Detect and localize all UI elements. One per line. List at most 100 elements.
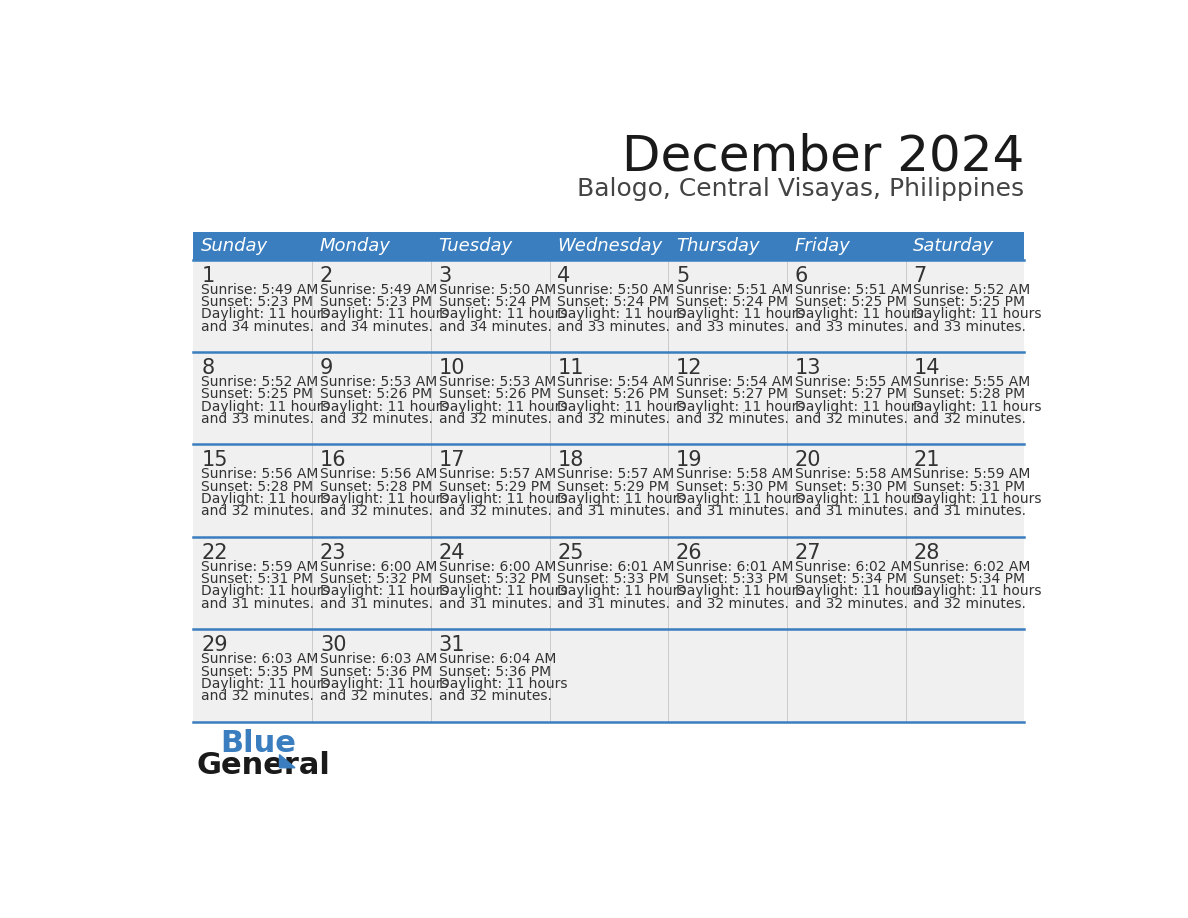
Text: 22: 22 [201, 543, 228, 563]
Text: Saturday: Saturday [914, 237, 994, 254]
Text: and 32 minutes.: and 32 minutes. [320, 504, 432, 519]
Text: Blue: Blue [220, 730, 296, 758]
Text: Sunrise: 5:51 AM: Sunrise: 5:51 AM [795, 283, 912, 297]
Text: Sunrise: 6:00 AM: Sunrise: 6:00 AM [438, 560, 556, 574]
Text: Monday: Monday [320, 237, 391, 254]
Text: Sunrise: 5:53 AM: Sunrise: 5:53 AM [438, 375, 556, 389]
Text: and 31 minutes.: and 31 minutes. [557, 504, 670, 519]
Text: and 32 minutes.: and 32 minutes. [914, 597, 1026, 610]
Text: 17: 17 [438, 451, 465, 471]
Text: 20: 20 [795, 451, 821, 471]
Text: 19: 19 [676, 451, 702, 471]
Polygon shape [279, 755, 295, 767]
Text: Sunset: 5:33 PM: Sunset: 5:33 PM [676, 572, 788, 587]
Text: Daylight: 11 hours: Daylight: 11 hours [795, 308, 923, 321]
Bar [431, 537, 550, 629]
Text: Sunset: 5:26 PM: Sunset: 5:26 PM [438, 387, 551, 401]
Bar [194, 232, 312, 260]
Text: Sunrise: 6:01 AM: Sunrise: 6:01 AM [676, 560, 794, 574]
Text: Sunrise: 5:55 AM: Sunrise: 5:55 AM [795, 375, 912, 389]
Text: Daylight: 11 hours: Daylight: 11 hours [320, 308, 448, 321]
Text: Sunset: 5:26 PM: Sunset: 5:26 PM [320, 387, 432, 401]
Text: and 33 minutes.: and 33 minutes. [201, 412, 314, 426]
Text: 12: 12 [676, 358, 702, 378]
Text: Daylight: 11 hours: Daylight: 11 hours [795, 585, 923, 599]
Text: Sunset: 5:23 PM: Sunset: 5:23 PM [320, 295, 432, 309]
Bar [194, 260, 312, 352]
Text: Sunrise: 5:59 AM: Sunrise: 5:59 AM [914, 467, 1031, 481]
Text: and 31 minutes.: and 31 minutes. [676, 504, 789, 519]
Text: Sunrise: 5:55 AM: Sunrise: 5:55 AM [914, 375, 1030, 389]
Text: and 32 minutes.: and 32 minutes. [557, 412, 670, 426]
Text: Daylight: 11 hours: Daylight: 11 hours [320, 677, 448, 691]
Bar [431, 352, 550, 444]
Text: Wednesday: Wednesday [557, 237, 663, 254]
Bar [312, 629, 431, 722]
Text: Sunset: 5:25 PM: Sunset: 5:25 PM [201, 387, 314, 401]
Text: Daylight: 11 hours: Daylight: 11 hours [438, 308, 567, 321]
Text: 27: 27 [795, 543, 821, 563]
Bar [668, 537, 786, 629]
Text: Sunset: 5:24 PM: Sunset: 5:24 PM [438, 295, 550, 309]
Text: Sunrise: 5:50 AM: Sunrise: 5:50 AM [438, 283, 556, 297]
Text: 16: 16 [320, 451, 347, 471]
Text: 3: 3 [438, 265, 451, 285]
Text: 1: 1 [201, 265, 215, 285]
Text: 4: 4 [557, 265, 570, 285]
Text: Sunrise: 5:54 AM: Sunrise: 5:54 AM [557, 375, 675, 389]
Text: Sunset: 5:29 PM: Sunset: 5:29 PM [438, 480, 551, 494]
Text: Sunrise: 5:54 AM: Sunrise: 5:54 AM [676, 375, 794, 389]
Bar [431, 260, 550, 352]
Text: Daylight: 11 hours: Daylight: 11 hours [557, 585, 685, 599]
Text: Sunday: Sunday [201, 237, 268, 254]
Text: 31: 31 [438, 635, 465, 655]
Text: Sunset: 5:36 PM: Sunset: 5:36 PM [320, 665, 432, 678]
Text: Sunset: 5:34 PM: Sunset: 5:34 PM [795, 572, 906, 587]
Bar [786, 260, 905, 352]
Text: 26: 26 [676, 543, 702, 563]
Text: Sunrise: 6:03 AM: Sunrise: 6:03 AM [320, 653, 437, 666]
Text: Daylight: 11 hours: Daylight: 11 hours [914, 399, 1042, 414]
Text: Daylight: 11 hours: Daylight: 11 hours [914, 492, 1042, 506]
Text: 13: 13 [795, 358, 821, 378]
Text: Balogo, Central Visayas, Philippines: Balogo, Central Visayas, Philippines [577, 177, 1024, 201]
Text: Daylight: 11 hours: Daylight: 11 hours [438, 677, 567, 691]
Text: Sunrise: 5:59 AM: Sunrise: 5:59 AM [201, 560, 318, 574]
Text: Sunset: 5:28 PM: Sunset: 5:28 PM [914, 387, 1025, 401]
Text: and 32 minutes.: and 32 minutes. [795, 597, 908, 610]
Text: Sunrise: 5:56 AM: Sunrise: 5:56 AM [201, 467, 318, 481]
Bar [668, 444, 786, 537]
Text: 10: 10 [438, 358, 465, 378]
Text: Tuesday: Tuesday [438, 237, 513, 254]
Text: Sunrise: 6:01 AM: Sunrise: 6:01 AM [557, 560, 675, 574]
Text: Daylight: 11 hours: Daylight: 11 hours [795, 492, 923, 506]
Text: 25: 25 [557, 543, 583, 563]
Bar [194, 629, 312, 722]
Text: 18: 18 [557, 451, 583, 471]
Text: Daylight: 11 hours: Daylight: 11 hours [201, 308, 330, 321]
Text: and 32 minutes.: and 32 minutes. [676, 597, 789, 610]
Text: and 31 minutes.: and 31 minutes. [438, 597, 551, 610]
Text: and 32 minutes.: and 32 minutes. [438, 504, 551, 519]
Bar [786, 537, 905, 629]
Text: Daylight: 11 hours: Daylight: 11 hours [676, 492, 804, 506]
Bar [194, 444, 312, 537]
Text: Sunrise: 6:04 AM: Sunrise: 6:04 AM [438, 653, 556, 666]
Text: Sunset: 5:32 PM: Sunset: 5:32 PM [438, 572, 550, 587]
Bar [550, 232, 668, 260]
Text: Sunset: 5:24 PM: Sunset: 5:24 PM [557, 295, 669, 309]
Bar [905, 537, 1024, 629]
Text: Daylight: 11 hours: Daylight: 11 hours [320, 585, 448, 599]
Text: General: General [196, 751, 330, 780]
Text: Daylight: 11 hours: Daylight: 11 hours [914, 308, 1042, 321]
Text: and 31 minutes.: and 31 minutes. [320, 597, 432, 610]
Text: 11: 11 [557, 358, 583, 378]
Text: Sunset: 5:30 PM: Sunset: 5:30 PM [676, 480, 788, 494]
Text: Sunset: 5:28 PM: Sunset: 5:28 PM [201, 480, 314, 494]
Bar [786, 232, 905, 260]
Text: 6: 6 [795, 265, 808, 285]
Text: 5: 5 [676, 265, 689, 285]
Text: 21: 21 [914, 451, 940, 471]
Bar [431, 444, 550, 537]
Text: Sunrise: 6:03 AM: Sunrise: 6:03 AM [201, 653, 318, 666]
